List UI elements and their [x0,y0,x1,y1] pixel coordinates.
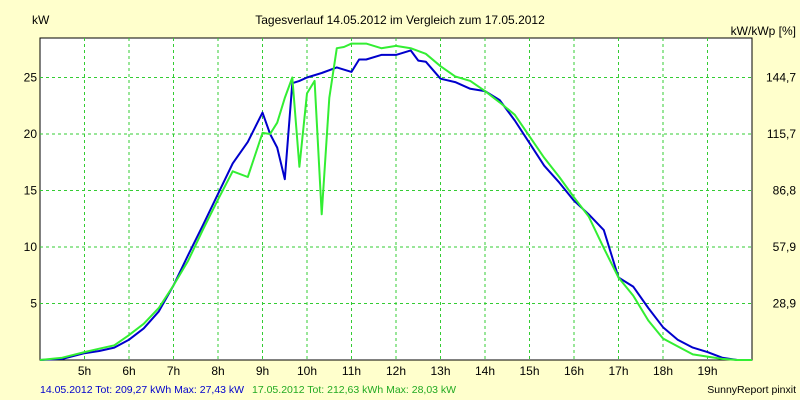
x-tick-label: 9h [256,364,269,378]
y2-tick-label: 144,7 [766,71,796,85]
x-tick-label: 5h [78,364,91,378]
y-tick-label: 5 [30,297,37,311]
credit-text: SunnyReport pinxit [707,384,796,396]
chart-title: Tagesverlauf 14.05.2012 im Vergleich zum… [255,13,545,27]
y-tick-label: 20 [24,127,38,141]
y-tick-label: 15 [24,184,38,198]
x-tick-label: 6h [122,364,135,378]
y2-axis-label: kW/kWp [%] [731,24,796,38]
x-tick-label: 13h [430,364,450,378]
x-tick-label: 15h [519,364,539,378]
series-layer [39,42,752,361]
x-tick-label: 11h [342,364,361,378]
x-tick-label: 17h [608,364,628,378]
plot-area [39,37,753,361]
x-tick-label: 14h [475,364,495,378]
grid [40,38,752,360]
y2-tick-label: 57,9 [773,240,797,254]
series-line-2 [39,42,752,361]
x-tick-label: 10h [297,364,317,378]
y2-tick-label: 86,8 [773,184,797,198]
y-tick-label: 10 [24,240,38,254]
x-tick-label: 12h [386,364,406,378]
x-tick-label: 16h [564,364,584,378]
x-tick-label: 18h [653,364,673,378]
tick-labels: 5h 6h 7h 8h 9h 10h 11h 12h 13h 14h 15h 16h 17h 18h 19h… [24,71,797,378]
legend-series-1: 14.05.2012 Tot: 209,27 kWh Max: 27,43 kW [40,384,244,396]
y-axis-label: kW [32,13,50,27]
x-tick-label: 7h [167,364,180,378]
x-tick-label: 19h [697,364,717,378]
x-tick-label: 8h [211,364,224,378]
y2-tick-label: 28,9 [773,297,797,311]
legend-series-2: 17.05.2012 Tot: 212,63 kWh Max: 28,03 kW [252,384,456,396]
y2-tick-label: 115,7 [767,127,796,141]
y-tick-label: 25 [24,71,38,85]
